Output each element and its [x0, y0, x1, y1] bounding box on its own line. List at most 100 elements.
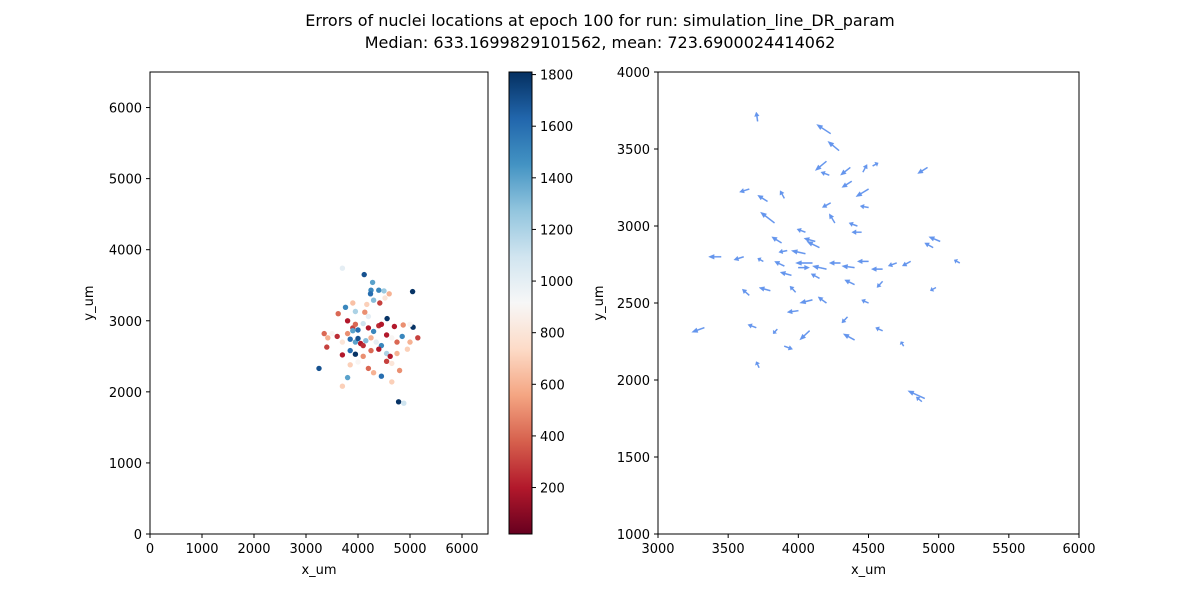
quiver-y-axis-label: y_um	[592, 285, 607, 320]
scatter-point	[329, 330, 335, 337]
figure-title-line-2: Median: 633.1699829101562, mean: 723.690…	[365, 33, 836, 52]
scatter-point	[370, 370, 377, 376]
scatter-point	[339, 352, 346, 358]
scatter-x-axis-label: x_um	[301, 563, 336, 578]
quiver-arrow	[827, 141, 840, 152]
quiver-arrow	[812, 264, 827, 270]
quiver-x-tick-label: 6000	[1062, 542, 1095, 557]
quiver-arrow	[755, 361, 761, 369]
scatter-point	[378, 373, 385, 379]
scatter-point	[367, 291, 374, 297]
scatter-point	[339, 265, 346, 271]
quiver-arrow	[754, 111, 760, 122]
scatter-y-tick-label: 3000	[109, 315, 142, 330]
scatter-point	[409, 288, 416, 295]
quiver-arrow	[796, 228, 806, 233]
quiver-arrow	[842, 333, 856, 341]
scatter-point	[387, 353, 393, 359]
quiver-arrow	[758, 286, 771, 292]
scatter-point	[401, 400, 407, 406]
quiver-y-tick-label: 1000	[617, 528, 650, 543]
colorbar-gradient	[508, 71, 533, 535]
quiver-arrow	[887, 262, 897, 268]
colorbar-tick-label: 1400	[540, 172, 573, 187]
quiver-arrow	[821, 202, 832, 208]
colorbar-tick-label: 800	[540, 327, 565, 342]
quiver-arrow	[774, 261, 785, 267]
scatter-point	[347, 362, 353, 368]
scatter-point	[347, 347, 353, 354]
scatter-x-tick-label: 1000	[185, 542, 218, 557]
colorbar-tick-label: 600	[540, 378, 565, 393]
quiver-arrow	[757, 195, 769, 203]
quiver-arrow	[779, 271, 792, 277]
quiver-arrow	[803, 237, 816, 243]
quiver-arrow	[741, 288, 750, 297]
quiver-arrow	[806, 241, 820, 249]
quiver-arrow	[856, 258, 869, 265]
quiver-arrow	[875, 326, 883, 332]
quiver-arrow	[783, 345, 793, 351]
quiver-arrow	[841, 264, 855, 270]
scatter-point	[377, 300, 383, 306]
scatter-point	[396, 367, 403, 374]
scatter-point	[350, 328, 356, 334]
quiver-x-tick-label: 4500	[852, 542, 885, 557]
scatter-point	[389, 335, 395, 341]
quiver-arrow	[916, 396, 923, 403]
scatter-point	[362, 309, 368, 315]
scatter-point	[373, 339, 379, 345]
quiver-y-tick-label: 3000	[617, 220, 650, 235]
scatter-y-tick-label: 2000	[109, 386, 142, 401]
quiver-arrow	[862, 164, 868, 173]
scatter-x-tick-label: 3000	[289, 542, 322, 557]
colorbar: 200 400 600 800 1000 1200 1400 1600 1800	[508, 69, 573, 535]
quiver-arrow	[876, 280, 884, 288]
scatter-point	[360, 342, 366, 349]
colorbar-tick-label: 1000	[540, 275, 573, 290]
quiver-x-tick-label: 3000	[641, 542, 674, 557]
scatter-point	[355, 335, 361, 342]
quiver-y-tick-label: 2500	[617, 297, 650, 312]
quiver-arrow	[828, 260, 841, 266]
quiver-arrow	[924, 242, 934, 249]
quiver-arrow	[747, 323, 757, 329]
quiver-arrow	[789, 285, 797, 293]
quiver-y-tick-label: 2000	[617, 374, 650, 389]
scatter-point	[394, 339, 400, 345]
scatter-point	[383, 332, 390, 338]
scatter-point	[339, 383, 346, 389]
scatter-point	[350, 300, 356, 306]
quiver-arrow	[760, 211, 776, 224]
scatter-point	[407, 321, 413, 327]
quiver-arrow	[840, 166, 851, 176]
scatter-point	[370, 297, 377, 303]
quiver-arrow	[899, 341, 905, 347]
scatter-point	[352, 308, 359, 315]
scatter-point	[394, 350, 400, 357]
scatter-point	[389, 360, 395, 367]
quiver-arrow	[851, 229, 862, 235]
quiver-arrow	[810, 273, 820, 280]
quiver-frame	[657, 71, 1080, 535]
quiver-arrow	[799, 299, 813, 305]
colorbar-tick-label: 400	[540, 430, 565, 445]
quiver-arrow	[798, 264, 810, 271]
scatter-point	[399, 333, 405, 340]
scatter-point	[368, 347, 374, 354]
scatter-point	[352, 351, 359, 357]
scatter-x-tick-label: 0	[146, 542, 154, 557]
scatter-point	[361, 271, 367, 278]
scatter-point	[339, 339, 346, 345]
scatter-point	[344, 374, 351, 381]
quiver-arrow	[872, 161, 879, 167]
scatter-point	[370, 328, 377, 335]
scatter-point	[360, 320, 366, 327]
scatter-point	[355, 327, 361, 333]
colorbar-tick-label: 1800	[540, 69, 573, 84]
scatter-point	[389, 379, 395, 385]
scatter-point	[376, 346, 382, 352]
figure-title-line-1: Errors of nuclei locations at epoch 100 …	[305, 11, 894, 31]
quiver-arrow	[841, 316, 849, 324]
